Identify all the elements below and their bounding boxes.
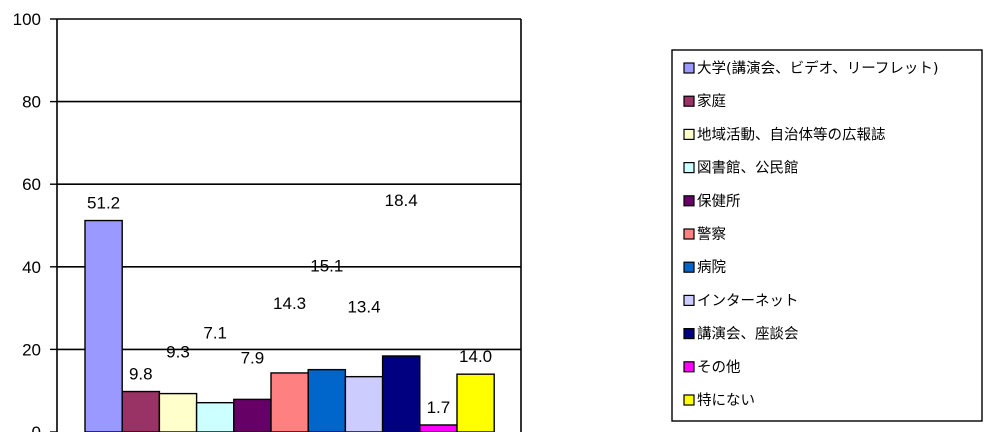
data-label-1: 51.2 (87, 194, 120, 213)
bar-11 (456, 373, 495, 432)
bar-8 (344, 375, 384, 432)
data-label-10: 1.7 (427, 398, 451, 417)
legend-swatch-11 (683, 394, 695, 406)
y-tick-label-80: 80 (22, 93, 41, 112)
data-label-8: 13.4 (347, 298, 380, 317)
legend-swatch-3 (683, 128, 695, 140)
data-label-9: 18.4 (385, 191, 418, 210)
legend-label-2: 家庭 (697, 93, 726, 110)
legend-swatch-6 (683, 228, 695, 240)
bar-2 (121, 390, 161, 432)
data-label-2: 9.8 (129, 365, 153, 384)
bar-9 (381, 355, 421, 432)
legend-swatch-5 (683, 195, 695, 207)
data-label-6: 14.3 (273, 294, 306, 313)
y-tick-label-20: 20 (22, 340, 41, 359)
plot-border (56, 18, 522, 432)
bar-1 (84, 219, 123, 432)
bar-6 (270, 372, 309, 432)
data-label-5: 7.9 (241, 348, 265, 367)
legend-swatch-9 (683, 328, 695, 340)
legend-swatch-4 (683, 162, 695, 174)
legend-label-1: 大学(講演会、ビデオ、リーフレット) (697, 59, 939, 77)
legend-label-10: その他 (697, 359, 741, 376)
legend-label-7: 病院 (697, 259, 726, 276)
y-tick-label-60: 60 (22, 175, 41, 194)
legend-label-9: 講演会、座談会 (697, 326, 799, 343)
bar-5 (233, 398, 272, 432)
legend-swatch-7 (683, 261, 695, 273)
y-tick-label-100: 100 (13, 10, 41, 29)
data-label-11: 14.0 (459, 347, 492, 366)
y-tick-label-0: 0 (32, 423, 41, 432)
legend-label-4: 図書館、公民館 (697, 160, 799, 177)
legend: 大学(講演会、ビデオ、リーフレット) 家庭地域活動、自治体等の広報誌図書館、公民館… (671, 49, 983, 422)
legend-swatch-1 (683, 62, 695, 74)
legend-box (671, 49, 983, 422)
bar-3 (158, 392, 198, 432)
legend-label-11: 特にない (697, 392, 755, 409)
bar-4 (195, 401, 235, 432)
data-labels: 51.2 9.8 9.3 7.1 7.9 14.315.1 13.4 18.4 1.7 14.0 (87, 191, 492, 417)
y-tick-label-40: 40 (22, 258, 41, 277)
data-label-7: 15.1 (310, 257, 343, 276)
legend-swatch-8 (683, 294, 695, 306)
legend-swatch-2 (683, 95, 695, 107)
bar-10 (419, 424, 458, 432)
bars (84, 219, 495, 432)
data-label-4: 7.1 (203, 324, 227, 343)
legend-label-3: 地域活動、自治体等の広報誌 (697, 125, 886, 143)
legend-label-5: 保健所 (697, 193, 741, 210)
legend-label-6: 警察 (697, 225, 726, 243)
legend-swatch-10 (683, 361, 695, 373)
bar-7 (307, 368, 347, 432)
data-label-3: 9.3 (166, 343, 190, 362)
y-axis-ticks: 0 20 40 60 80 100 (13, 10, 57, 432)
gridlines (57, 100, 521, 351)
legend-label-8: インターネット (697, 292, 799, 309)
